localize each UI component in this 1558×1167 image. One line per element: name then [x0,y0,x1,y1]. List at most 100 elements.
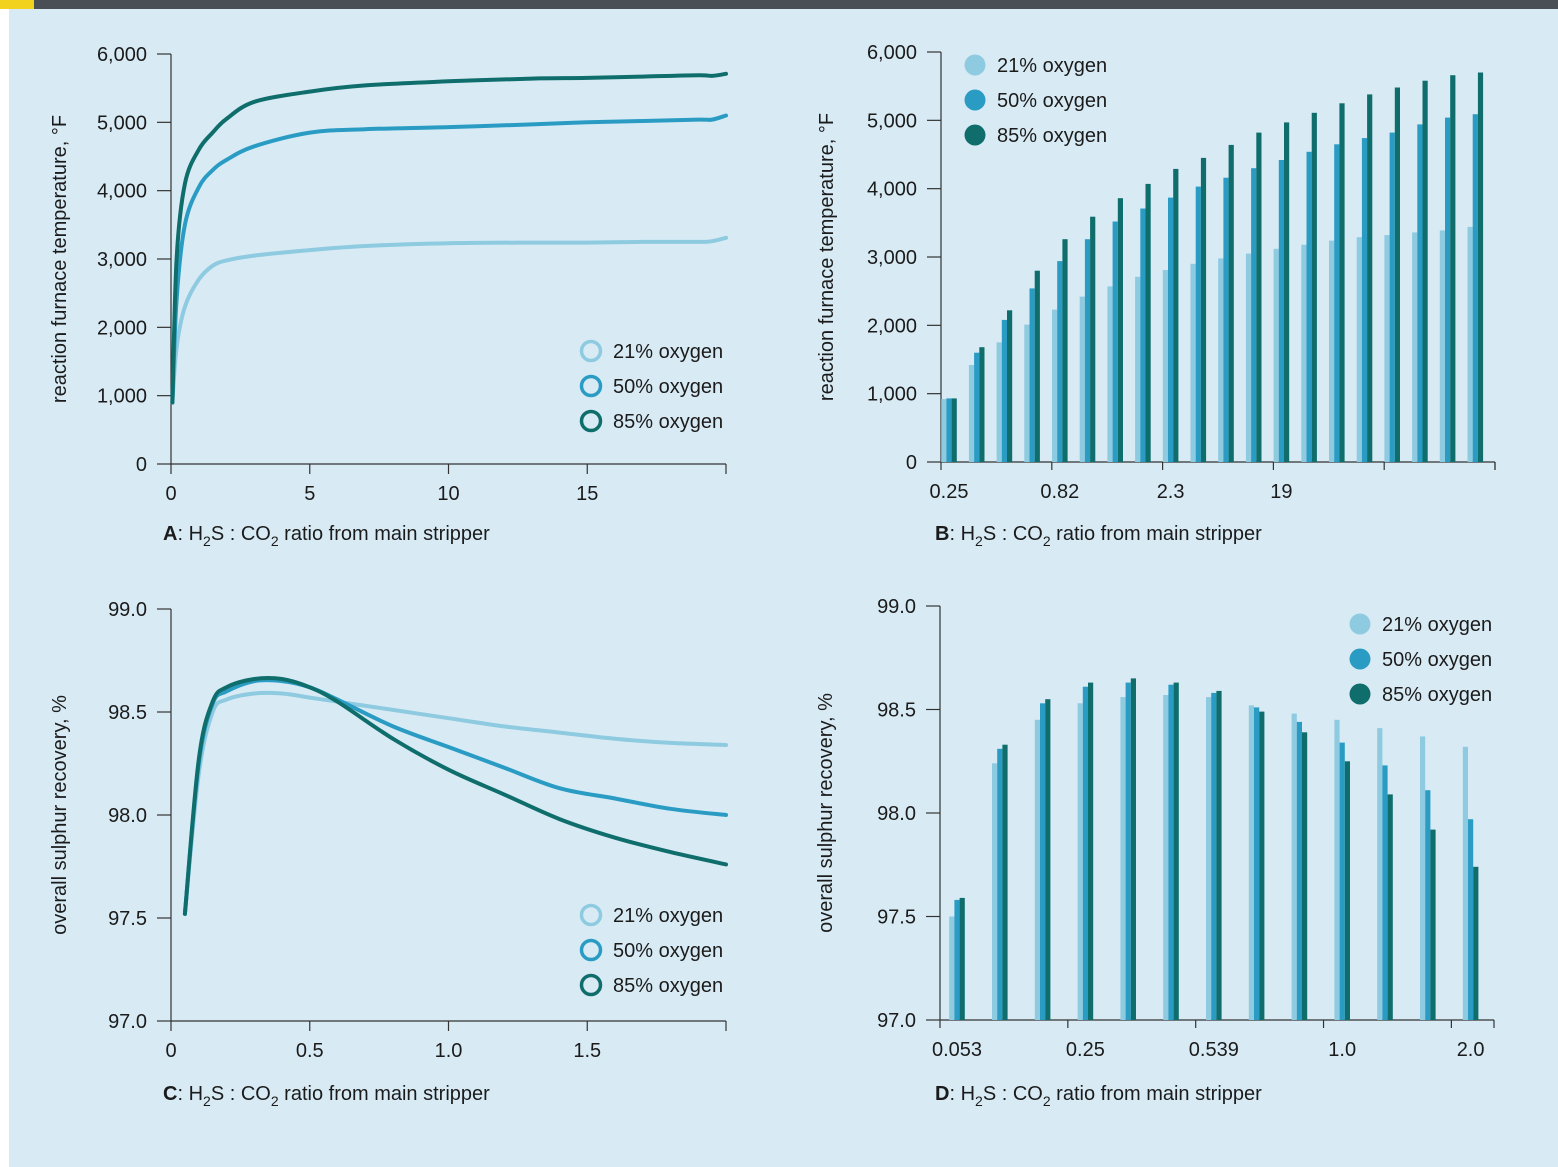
panel-caption: B: H2S : CO2 ratio from main stripper [935,523,1262,549]
caption-sub2: 2 [1043,1093,1051,1109]
caption-mid: S : CO [211,1083,271,1105]
panel-b: 0 1,000 2,000 3,000 4,000 5,000 6,000 reaction … [816,42,1496,549]
y-tick-label: 0 [136,454,147,476]
bar-o50 [1334,144,1340,463]
bar-o85 [1130,678,1136,1020]
legend-marker [964,54,986,76]
bar-o21 [949,916,955,1020]
bar-o50 [1029,288,1035,462]
caption-mid: S : CO [983,1083,1043,1105]
y-tick-label: 1,000 [867,384,917,406]
legend-label: 85% oxygen [613,411,723,433]
bar-o21 [1120,697,1126,1020]
bar-o21 [1024,324,1030,462]
x-tick-label: 5 [304,483,315,505]
series-line-o85 [170,71,728,405]
panel-d: 97.0 97.5 98.0 98.5 99.0 overall sulphur reco… [815,596,1495,1109]
bar-o21 [1273,248,1279,462]
caption-letter: D [935,1083,949,1105]
panel-caption: D: H2S : CO2 ratio from main stripper [935,1083,1262,1109]
panel-caption: A: H2S : CO2 ratio from main stripper [163,523,490,549]
bar-o21 [1291,713,1297,1020]
bar-o21 [1384,235,1390,462]
bar-o21 [1356,237,1362,462]
y-tick-label: 2,000 [97,317,147,339]
x-tick-label: 0.053 [932,1039,982,1061]
y-tick-label: 98.0 [108,805,147,827]
legend-marker [1349,648,1371,670]
x-tick-label: 15 [576,483,598,505]
series-line-o85 [182,676,728,916]
bar-o85 [1311,112,1317,463]
y-tick-label: 97.5 [877,907,916,929]
bar-o85 [1473,866,1479,1020]
bar-o50 [1417,124,1423,463]
x-tick-label: 0.25 [930,481,969,503]
bar-o85 [1145,183,1151,462]
caption-prefix: : H [177,523,203,545]
bar-o21 [1135,276,1141,462]
bar-o50 [1140,208,1146,462]
bar-o21 [1420,736,1426,1020]
bar-o50 [1251,168,1257,462]
caption-prefix: : H [949,1083,975,1105]
bar-o21 [1329,240,1335,462]
legend-marker [579,973,603,997]
bar-o21 [1190,263,1196,462]
bar-o85 [1302,732,1308,1020]
y-tick-label: 2,000 [867,315,917,337]
bar-o85 [1259,711,1265,1020]
bar-o21 [1107,286,1113,462]
bar-o50 [1125,682,1131,1020]
x-tick-label: 1.0 [435,1040,463,1062]
legend-label: 21% oxygen [1382,614,1492,636]
legend-marker [964,89,986,111]
legend-label: 50% oxygen [997,90,1107,112]
caption-prefix: : H [949,523,975,545]
bar-o85 [1045,699,1051,1020]
bar-o50 [1278,160,1284,462]
bar-o85 [1090,216,1096,462]
panel-c: 97.0 97.5 98.0 98.5 99.0 overall sulphur reco… [49,599,728,1109]
bar-o85 [1173,168,1179,462]
legend-label: 85% oxygen [613,975,723,997]
bar-o21 [941,399,947,462]
y-tick-label: 98.5 [877,700,916,722]
bar-o85 [1216,690,1222,1020]
x-tick-label: 2.0 [1457,1039,1485,1061]
x-tick-label: 0.25 [1066,1039,1105,1061]
x-tick-label: 10 [437,483,459,505]
y-tick-label: 98.5 [108,702,147,724]
bar-o85 [1034,270,1040,462]
y-tick-label: 98.0 [877,803,916,825]
legend-label: 85% oxygen [997,125,1107,147]
bar-o50 [1389,132,1395,462]
bar-o50 [1445,117,1451,462]
y-tick-label: 99.0 [108,599,147,621]
bar-o85 [1256,132,1262,462]
legend-label: 50% oxygen [613,940,723,962]
caption-suffix: ratio from main stripper [279,1083,491,1105]
bar-o85 [1344,761,1350,1021]
bar-o21 [1301,244,1307,462]
bar-o85 [1088,682,1094,1020]
caption-suffix: ratio from main stripper [279,523,491,545]
y-tick-label: 1,000 [97,386,147,408]
bar-o21 [1034,719,1040,1020]
legend-marker [579,374,603,398]
bar-o21 [1245,253,1252,462]
bar-o21 [1218,258,1224,462]
bar-o50 [1057,261,1063,462]
legend-marker [579,938,603,962]
legend-label: 21% oxygen [997,55,1107,77]
bar-o21 [1467,226,1473,462]
legend-label: 21% oxygen [613,905,723,927]
series-line-o21 [170,235,728,405]
bar-o21 [1412,232,1418,462]
bar-o50 [1468,819,1474,1020]
y-axis-label: reaction furnace temperature, °F [816,113,838,401]
bar-o50 [1361,138,1368,462]
bar-o50 [946,398,952,462]
bar-o21 [996,342,1002,462]
